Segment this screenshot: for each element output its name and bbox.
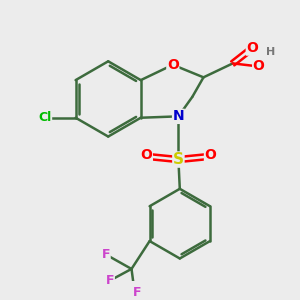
Text: N: N — [172, 109, 184, 123]
Text: H: H — [266, 47, 275, 57]
Text: O: O — [246, 41, 258, 55]
Text: F: F — [133, 286, 141, 299]
Text: Cl: Cl — [38, 111, 52, 124]
Text: F: F — [106, 274, 114, 286]
Text: F: F — [102, 248, 110, 261]
Text: O: O — [253, 59, 265, 73]
Text: O: O — [205, 148, 216, 162]
Text: O: O — [140, 148, 152, 162]
Text: S: S — [173, 152, 184, 167]
Text: O: O — [167, 58, 179, 72]
